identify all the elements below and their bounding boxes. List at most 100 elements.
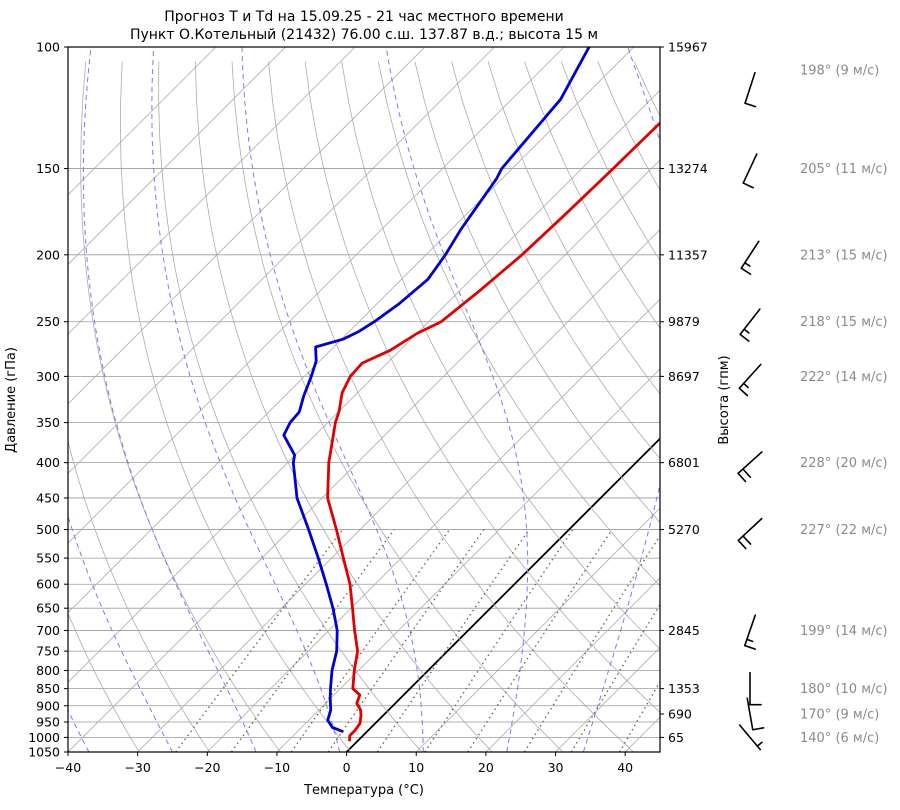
pressure-tick-label: 100 [36,40,60,55]
wind-barb [740,309,760,341]
pressure-tick-label: 600 [36,577,60,592]
axes-frame: 1001502002503003504004505005506006507007… [28,40,708,776]
pressure-tick-label: 850 [36,681,60,696]
wind-barb [750,673,761,705]
height-tick-label: 2845 [668,623,700,638]
mixing-ratio-line [176,530,343,753]
pressure-tick-label: 800 [36,663,60,678]
wind-barb [738,519,761,549]
isotherm-line [416,47,900,752]
chart-title-line2: Пункт О.Котельный (21432) 76.00 с.ш. 137… [130,27,598,43]
moist-adiabat [583,47,685,752]
mixing-ratio-line [328,530,484,753]
dry-adiabat [232,62,563,752]
pressure-tick-label: 400 [36,455,60,470]
x-axis-label: Температура (°C) [303,783,424,798]
pressure-tick-label: 1000 [28,730,60,745]
pressure-tick-label: 950 [36,714,60,729]
mixing-ratio-line [525,530,664,753]
chart-title-line1: Прогноз Т и Td на 15.09.25 - 21 час мест… [164,9,563,25]
isotherm-line [138,47,843,752]
isotherm-line [68,47,773,752]
y-left-axis-label: Давление (гПа) [4,347,19,453]
dry-adiabat [342,62,775,752]
height-tick-label: 6801 [668,455,700,470]
pressure-tick-label: 150 [36,161,60,176]
temperature-tick-label: 10 [408,760,424,775]
wind-label: 228° (20 м/с) [800,456,888,471]
pressure-tick-label: 450 [36,490,60,505]
pressure-tick-label: 700 [36,623,60,638]
moist-adiabat [386,47,528,752]
height-tick-label: 65 [668,730,684,745]
sounding-curves [284,47,662,740]
wind-barb [739,365,760,396]
pressure-tick-label: 550 [36,551,60,566]
pressure-tick-label: 350 [36,415,60,430]
pressure-tick-label: 650 [36,601,60,616]
temperature-tick-label: −10 [264,760,290,775]
dewpoint-curve [284,47,589,731]
moist-adiabat [242,47,423,752]
pressure-tick-label: 900 [36,698,60,713]
pressure-tick-label: 250 [36,314,60,329]
height-tick-label: 1353 [668,681,700,696]
height-tick-label: 15967 [668,40,708,55]
pressure-tick-label: 750 [36,644,60,659]
pressure-tick-label: 300 [36,369,60,384]
height-tick-label: 13274 [668,161,708,176]
wind-label: 170° (9 м/с) [800,707,879,722]
wind-label: 218° (15 м/с) [800,315,888,330]
dry-adiabat [40,62,210,752]
pressure-tick-label: 1050 [28,745,60,760]
temperature-tick-label: −30 [124,760,150,775]
wind-label: 140° (6 м/с) [800,731,879,746]
isotherm-line [0,47,564,752]
dry-adiabat [120,62,351,752]
wind-barb [738,452,762,482]
temperature-tick-label: 30 [548,760,564,775]
height-tick-label: 9879 [668,314,700,329]
wind-barb [745,615,755,649]
isotherm-line [0,47,634,752]
mixing-ratio-line [291,530,449,753]
wind-barb [741,241,758,274]
grid-lines [0,47,900,752]
temperature-tick-label: 20 [478,760,494,775]
wind-label: 222° (14 м/с) [800,370,888,385]
isotherm-line [0,47,703,752]
height-tick-label: 8697 [668,369,700,384]
height-tick-label: 690 [668,706,692,721]
wind-barb [743,154,757,188]
pressure-tick-label: 500 [36,522,60,537]
zero-isotherm-line [347,47,900,752]
plot-border [68,47,660,752]
wind-label: 227° (22 м/с) [800,523,888,538]
temperature-tick-label: −40 [55,760,81,775]
wind-label: 199° (14 м/с) [800,624,888,639]
wind-label: 198° (9 м/с) [800,64,879,79]
isotherm-line [625,47,900,752]
isotherm-line [486,47,900,752]
temperature-tick-label: −20 [194,760,220,775]
height-tick-label: 11357 [668,247,708,262]
mixing-ratio-line [425,530,573,753]
wind-label: 213° (15 м/с) [800,248,888,263]
mixing-ratio-line [468,530,612,753]
dry-adiabat [378,62,845,752]
dry-adiabat [159,62,422,752]
moist-adiabat [660,47,900,752]
wind-label: 205° (11 м/с) [800,162,888,177]
mixing-ratio-line [377,530,529,753]
height-tick-label: 5270 [668,522,700,537]
wind-barb [745,73,755,107]
pressure-tick-label: 200 [36,247,60,262]
temperature-tick-label: 0 [343,760,351,775]
isotherm-line [277,47,900,752]
temperature-tick-label: 40 [617,760,633,775]
wind-barb-column: 198° (9 м/с) 205° (11 м/с) 213° (15 м/с) 21… [738,64,887,750]
dry-adiabat [0,62,139,752]
dry-adiabat [81,62,281,752]
isotherm-line [0,47,216,752]
